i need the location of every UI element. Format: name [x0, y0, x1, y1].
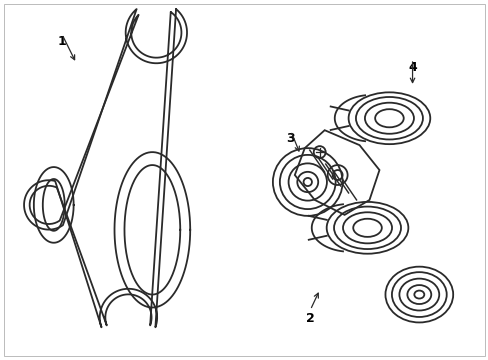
Text: 3: 3: [286, 132, 294, 145]
Text: 4: 4: [407, 60, 416, 73]
Text: 1: 1: [57, 35, 66, 49]
Text: 2: 2: [305, 311, 314, 325]
